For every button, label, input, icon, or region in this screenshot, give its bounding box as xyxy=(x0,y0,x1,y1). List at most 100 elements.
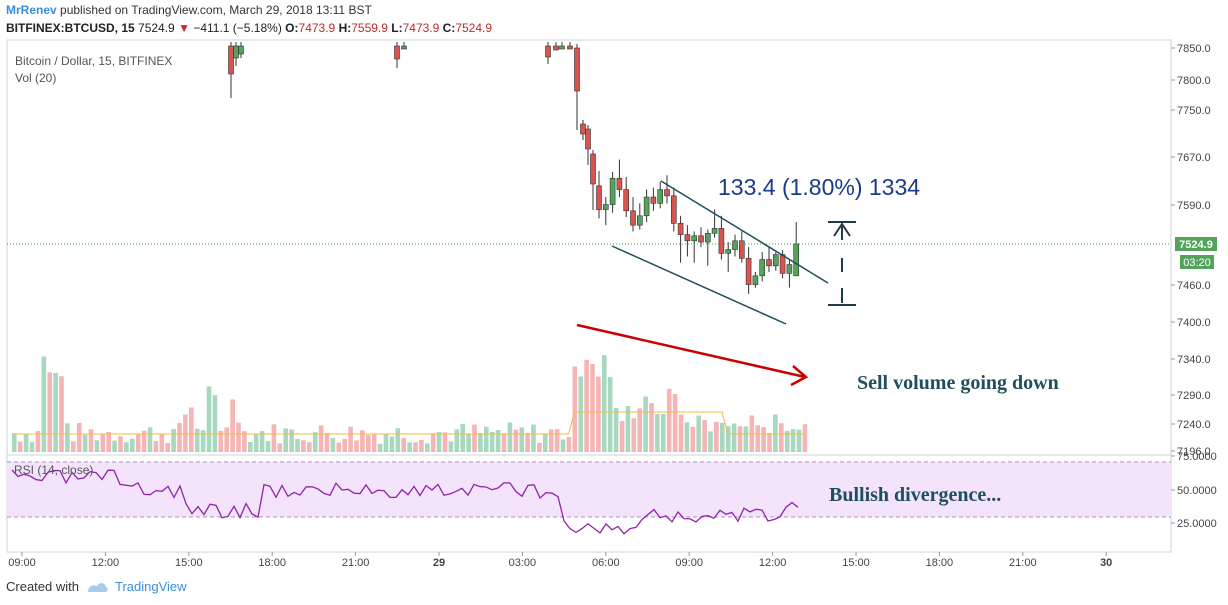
sell-volume-arrow xyxy=(576,323,809,387)
close-label: C: xyxy=(442,21,456,35)
time-tick-label: 09:00 xyxy=(675,557,703,569)
time-tick-label: 21:00 xyxy=(342,557,370,569)
volume-bar xyxy=(708,431,713,452)
volume-bar xyxy=(796,429,802,452)
candle-body xyxy=(567,45,573,50)
volume-bar xyxy=(165,442,170,452)
time-tick-label: 03:00 xyxy=(509,557,537,569)
volume-bar xyxy=(41,356,47,452)
volume-bar xyxy=(47,372,52,452)
volume-bar xyxy=(619,421,625,452)
tradingview-logo-icon xyxy=(87,582,108,592)
volume-bar xyxy=(283,428,288,452)
volume-bar xyxy=(425,443,430,452)
volume-bar xyxy=(301,440,306,452)
candle-body xyxy=(643,196,650,217)
last-price-badge-text: 7524.9 xyxy=(1179,239,1213,251)
volume-bar xyxy=(253,433,259,452)
volume-bar xyxy=(23,434,29,452)
volume-bar xyxy=(354,440,359,452)
high-value: 7559.9 xyxy=(351,21,388,35)
price-change: −411.1 (−5.18%) xyxy=(193,21,282,35)
candle-body xyxy=(779,254,786,274)
candle-body xyxy=(725,249,732,254)
candle-body xyxy=(401,45,407,50)
volume-bar xyxy=(767,432,772,452)
price-tick-label: 7340.0 xyxy=(1177,354,1211,366)
tradingview-link[interactable]: TradingView xyxy=(114,579,187,594)
candle-body xyxy=(623,189,630,212)
volume-bar xyxy=(277,443,283,452)
volume-bar xyxy=(590,364,595,452)
volume-bar xyxy=(436,432,442,452)
volume-bar xyxy=(666,388,672,452)
volume-bar xyxy=(330,437,336,452)
candle-body xyxy=(684,234,691,242)
volume-bar xyxy=(135,433,141,452)
sell-volume-annotation: Sell volume going down xyxy=(857,372,1059,394)
volume-bar xyxy=(466,433,471,452)
volume-bar xyxy=(525,432,530,452)
candle-body xyxy=(630,210,636,226)
candle-body xyxy=(657,189,664,204)
time-tick-label: 06:00 xyxy=(592,557,620,569)
time-tick-label: 15:00 xyxy=(175,557,203,569)
volume-bar xyxy=(631,418,637,452)
volume-bar xyxy=(684,422,690,452)
candle-body xyxy=(233,45,239,59)
volume-bar xyxy=(779,423,784,452)
open-value: 7473.9 xyxy=(298,21,336,35)
author-name[interactable]: MrRenev xyxy=(6,3,57,17)
volume-bar xyxy=(537,442,542,452)
candle-body xyxy=(559,45,565,50)
time-tick-label: 30 xyxy=(1100,557,1112,569)
candle-body xyxy=(718,228,725,254)
price-axis: 7850.0 7800.0 7750.0 7670.0 7590.0 7460.0 7400… xyxy=(1171,43,1211,458)
volume-bar xyxy=(194,428,200,452)
volume-bar xyxy=(513,429,519,452)
candle-body xyxy=(691,235,698,242)
volume-bar xyxy=(366,435,371,452)
volume-bar xyxy=(360,430,365,452)
volume-bar xyxy=(419,439,424,452)
volume-bar xyxy=(572,366,578,452)
price-tick-label: 7240.0 xyxy=(1177,419,1211,431)
bullish-divergence-annotation: Bullish divergence... xyxy=(829,484,1001,506)
volume-bar xyxy=(383,434,389,452)
volume-bar xyxy=(501,434,507,452)
rsi-tick-label: 50.0000 xyxy=(1177,485,1217,497)
time-tick-label: 18:00 xyxy=(926,557,954,569)
volume-bar xyxy=(17,441,23,452)
candle-body xyxy=(677,223,684,235)
time-tick-label: 12:00 xyxy=(759,557,787,569)
volume-bar xyxy=(177,422,182,452)
candle-body xyxy=(772,254,779,267)
candle-body xyxy=(670,195,677,224)
volume-bar xyxy=(265,441,271,452)
volume-bar xyxy=(761,427,766,452)
symbol-summary: BITFINEX:BTCUSD, 15 7524.9 ▼ −411.1 (−5.… xyxy=(6,21,492,35)
volume-bar xyxy=(53,372,58,452)
volume-bar xyxy=(743,426,749,452)
rsi-legend: RSI (14, close) xyxy=(14,463,94,477)
volume-bar xyxy=(554,429,560,452)
price-tick-label: 7670.0 xyxy=(1177,152,1211,164)
measure-label: 133.4 (1.80%) 1334 xyxy=(718,174,920,200)
last-price: 7524.9 xyxy=(138,21,175,35)
candle-body xyxy=(574,47,580,92)
candle-body xyxy=(609,178,616,205)
candle-body xyxy=(752,275,759,285)
measure-tool[interactable] xyxy=(828,221,856,306)
volume-bar xyxy=(147,427,153,452)
volume-bar xyxy=(637,408,642,452)
volume-bar xyxy=(88,429,94,452)
volume-bar xyxy=(495,430,501,452)
time-tick-label: 15:00 xyxy=(842,557,870,569)
rsi-tick-label: 25.0000 xyxy=(1177,518,1217,530)
candle-body xyxy=(759,259,766,277)
candle-body xyxy=(732,240,738,250)
volume-bar xyxy=(336,442,342,452)
high-label: H: xyxy=(338,21,352,35)
volume-bar xyxy=(755,425,760,452)
